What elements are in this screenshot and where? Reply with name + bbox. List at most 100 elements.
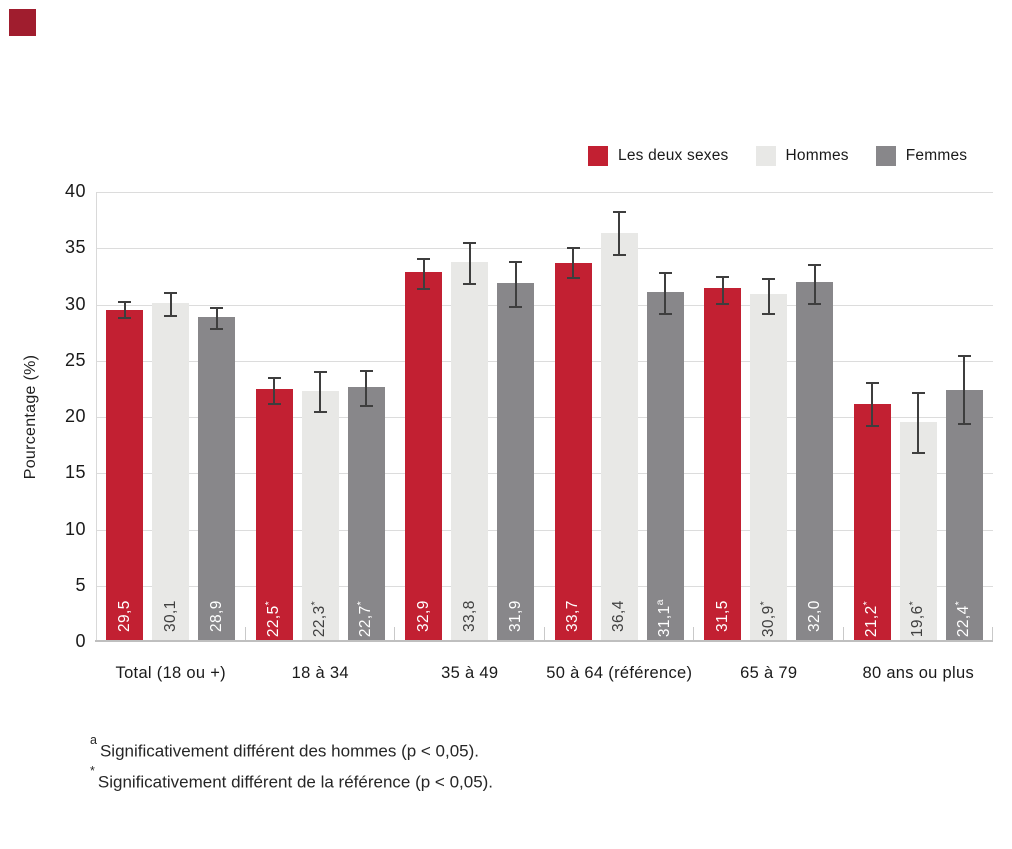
bar-value-label: 29,5 — [115, 600, 133, 632]
bar — [646, 292, 684, 640]
bar — [796, 282, 834, 640]
error-bar — [463, 241, 477, 286]
bar-value-label: 32,9 — [414, 600, 432, 632]
bar-value-label: 30,9* — [757, 601, 777, 638]
error-bar — [313, 370, 327, 413]
legend-item-les-deux-sexes: Les deux sexes — [588, 146, 729, 166]
gridline — [96, 304, 993, 306]
gridline — [96, 417, 993, 418]
error-bar — [612, 211, 626, 257]
y-tick-label: 10 — [64, 518, 86, 539]
category-tick — [394, 627, 395, 640]
footnote-text: Significativement différent des hommes (… — [99, 741, 480, 761]
legend: Les deux sexes Hommes Femmes — [588, 146, 967, 166]
category-tick — [992, 627, 993, 640]
bar — [152, 303, 190, 640]
bar — [750, 294, 788, 640]
footnote-hommes: aSignificativement différent des hommes … — [90, 731, 493, 762]
bar — [853, 403, 891, 640]
error-bar — [509, 260, 523, 308]
legend-swatch — [875, 146, 896, 166]
category-tick — [244, 627, 246, 640]
bar-value-label: 28,9 — [207, 600, 225, 632]
bar — [704, 287, 742, 640]
y-tick-label: 20 — [64, 406, 86, 426]
y-tick-label: 5 — [75, 574, 86, 595]
category-tick — [543, 627, 545, 640]
bar — [451, 261, 489, 640]
bar — [347, 386, 385, 640]
x-axis-category-label: 18 à 34 — [291, 664, 349, 682]
legend-item-hommes: Hommes — [755, 146, 849, 166]
bar-value-label: 19,6* — [907, 601, 927, 638]
error-bar — [566, 247, 580, 279]
legend-label: Hommes — [785, 147, 849, 164]
bar — [301, 391, 339, 640]
gridline — [96, 585, 993, 587]
error-bar — [658, 271, 672, 315]
error-bar — [359, 369, 373, 407]
x-axis-line — [95, 640, 993, 642]
gridline — [96, 360, 993, 362]
bar-value-label: 31,5 — [713, 600, 731, 632]
bar-value-label: 22,7* — [355, 601, 375, 638]
category-tick — [693, 627, 694, 640]
gridline — [96, 473, 993, 475]
y-tick-label: 15 — [64, 462, 86, 483]
legend-label: Femmes — [905, 147, 968, 164]
legend-swatch — [588, 146, 608, 166]
y-tick-label: 35 — [64, 237, 86, 258]
error-bar — [417, 258, 431, 290]
error-bar — [762, 277, 776, 315]
bar-value-label: 36,4 — [610, 600, 628, 632]
error-bar — [118, 301, 132, 320]
bar-value-label: 33,7 — [564, 600, 582, 632]
bar — [600, 232, 638, 640]
bar — [554, 262, 592, 640]
error-bar — [210, 306, 224, 331]
error-bar — [267, 376, 281, 405]
legend-swatch — [755, 146, 776, 166]
error-bar — [865, 382, 879, 428]
legend-label: Les deux sexes — [618, 147, 729, 164]
bar-value-label: 33,8 — [460, 600, 478, 632]
footnote-reference: *Significativement différent de la référ… — [90, 762, 493, 793]
footnote-text: Significativement différent de la référe… — [97, 772, 494, 792]
bar-value-label: 30,1 — [161, 600, 179, 632]
bar — [497, 283, 535, 640]
gridline — [96, 248, 993, 250]
bar-value-label: 32,0 — [805, 600, 823, 632]
footnote-marker: * — [90, 764, 95, 778]
bar — [899, 421, 937, 640]
bar — [198, 316, 236, 640]
bar-value-label: 22,4* — [953, 601, 973, 638]
x-axis-category-label: 80 ans ou plus — [862, 664, 975, 682]
error-bar — [911, 392, 925, 455]
gridline — [96, 529, 993, 531]
plot-area: 29,5 30,1 28,9 22,5* 22,3* 22,7* 32,9 33,8 31,9 3… — [95, 192, 993, 642]
error-bar — [808, 264, 822, 305]
footnotes: aSignificativement différent des hommes … — [90, 731, 493, 793]
bar-value-label: 21,2* — [861, 601, 881, 638]
bar — [945, 390, 983, 640]
y-tick-label: 0 — [75, 631, 86, 651]
gridline — [96, 192, 993, 193]
brand-mark-square — [9, 9, 36, 36]
y-tick-label: 25 — [64, 349, 86, 370]
x-axis-category-label: 35 à 49 — [441, 664, 499, 682]
x-axis-category-label: Total (18 ou +) — [115, 664, 226, 682]
x-axis-category-label: 50 à 64 (référence) — [546, 664, 693, 682]
legend-item-femmes: Femmes — [875, 146, 968, 166]
error-bar — [164, 292, 178, 317]
y-tick-label: 30 — [64, 293, 86, 314]
bar — [255, 388, 293, 640]
bar — [405, 271, 443, 640]
footnote-marker: a — [90, 733, 97, 747]
category-tick — [842, 627, 844, 640]
bar-value-label: 31,9 — [506, 600, 524, 632]
x-axis-category-label: 65 à 79 — [740, 664, 798, 682]
error-bar — [716, 276, 730, 305]
bar-value-label: 22,3* — [309, 601, 329, 638]
y-tick-label: 40 — [64, 181, 86, 201]
